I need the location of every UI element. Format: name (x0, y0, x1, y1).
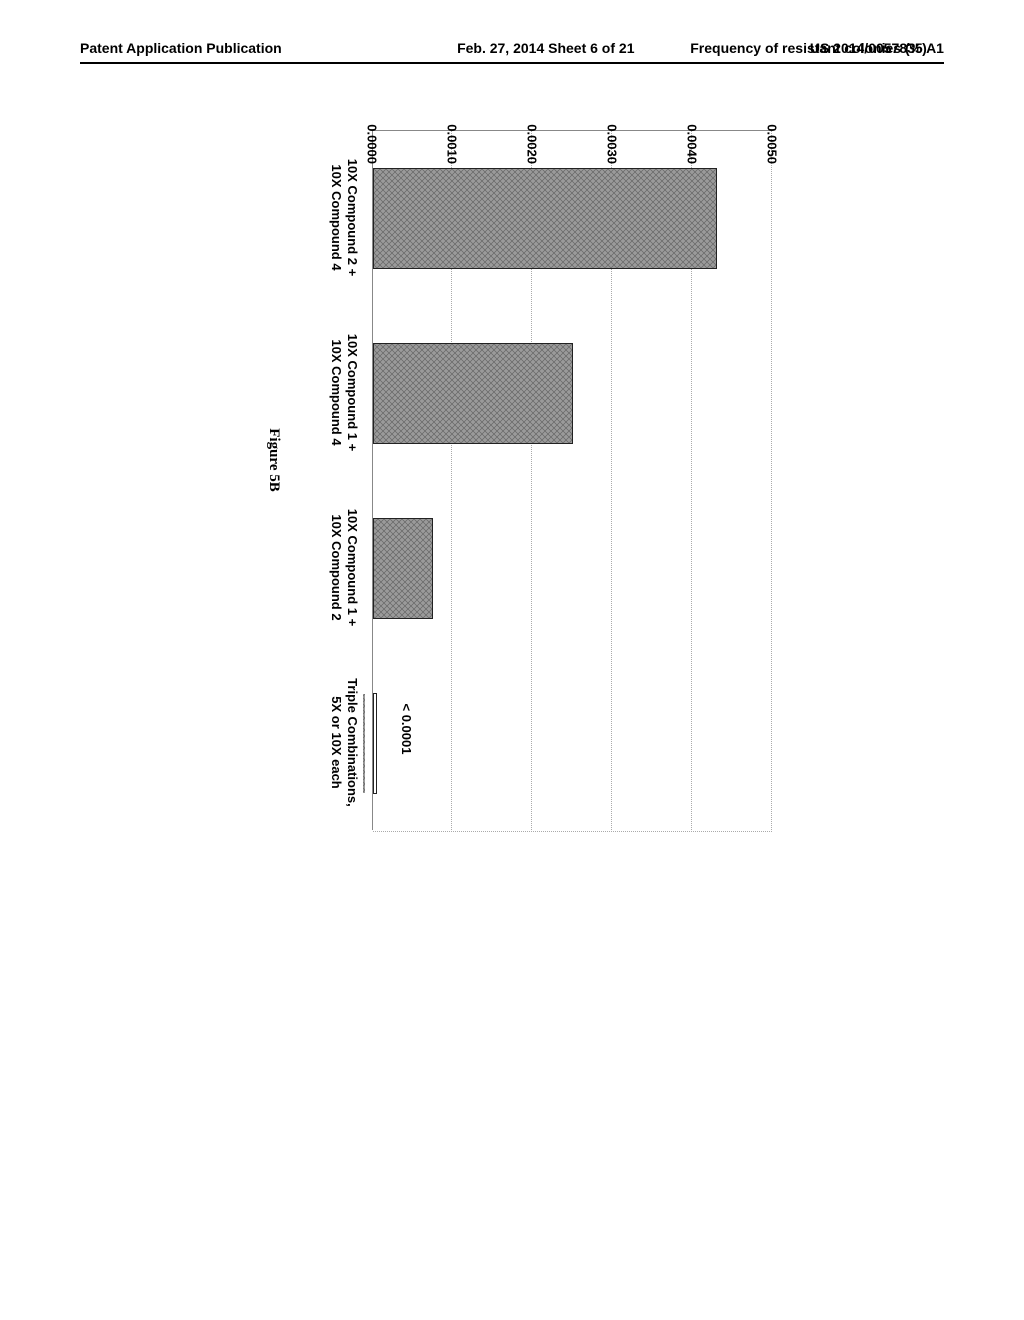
y-tick-label: 0.0040 (685, 104, 700, 164)
chart-inner: Frequency of resistant colonies (%) < 0.… (232, 50, 792, 870)
x-tick-label: 10X Compound 2 +10X Compound 4 (328, 132, 361, 303)
y-tick-label: 0.0030 (605, 104, 620, 164)
y-tick-label: 0.0020 (525, 104, 540, 164)
plot-area: < 0.0001 (372, 130, 772, 830)
bar-chart: Frequency of resistant colonies (%) < 0.… (232, 50, 792, 870)
bar-fill (374, 169, 716, 269)
x-tick-label: Triple Combinations,5X or 10X each (328, 657, 361, 828)
bar-fill (363, 694, 365, 794)
y-tick-label: 0.0010 (445, 104, 460, 164)
bar (373, 693, 377, 795)
y-axis-label: Frequency of resistant colonies (%) (690, 40, 927, 56)
page: Patent Application Publication Feb. 27, … (0, 0, 1024, 1320)
gridline (771, 131, 772, 830)
bar (373, 168, 717, 270)
bar (373, 343, 573, 445)
annotation: < 0.0001 (399, 704, 414, 755)
x-tick-label: 10X Compound 1 +10X Compound 4 (328, 307, 361, 478)
y-tick-label: 0.0050 (765, 104, 780, 164)
figure-caption: Figure 5B (265, 428, 282, 491)
x-tick-label: 10X Compound 1 +10X Compound 2 (328, 482, 361, 653)
bar-fill (374, 519, 432, 619)
y-tick-label: 0.0000 (365, 104, 380, 164)
gridline-right (373, 831, 772, 832)
bar (373, 518, 433, 620)
bar-fill (374, 344, 572, 444)
